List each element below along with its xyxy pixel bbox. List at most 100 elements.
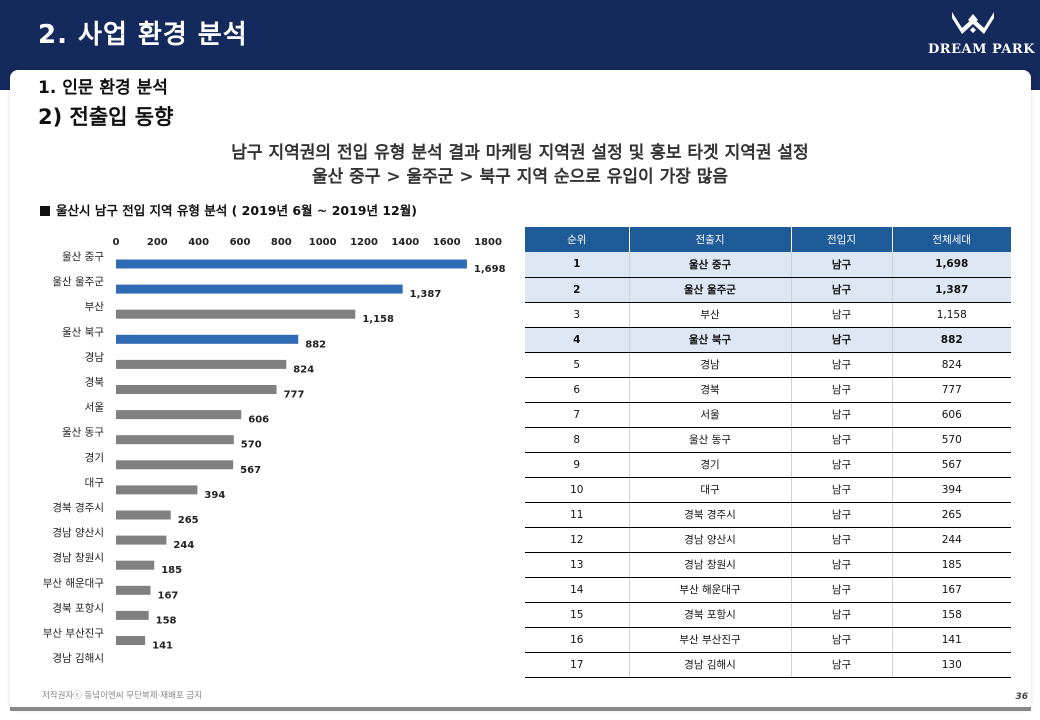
category-label: 경북 (85, 376, 105, 389)
table-row: 8 울산 동구 남구 570 (525, 427, 1011, 453)
cell-from: 부산 부산진구 (629, 627, 792, 653)
ranking-table: 순위 전출지 전입지 전체세대 1 울산 중구 남구 1,698 2 울산 울주군 남구 1,… (525, 227, 1011, 678)
cell-from: 경남 김해시 (629, 652, 792, 678)
cell-rank: 1 (525, 252, 630, 278)
x-tick-label: 1000 (309, 237, 337, 248)
category-label: 서울 (85, 402, 105, 414)
bar (116, 636, 146, 645)
cell-to: 남구 (791, 352, 893, 378)
cell-to: 남구 (791, 427, 893, 453)
value-label: 141 (152, 641, 173, 652)
table-row: 16 부산 부산진구 남구 141 (525, 627, 1011, 653)
cell-to: 남구 (791, 602, 893, 628)
table-row: 10 대구 남구 394 (525, 477, 1011, 503)
table-row: 4 울산 북구 남구 882 (525, 327, 1011, 353)
category-label: 울산 동구 (62, 427, 104, 439)
category-label: 울산 울주군 (52, 276, 104, 288)
category-label: 울산 중구 (62, 251, 104, 263)
cell-rank: 15 (525, 602, 630, 628)
value-label: 158 (156, 615, 177, 626)
category-label: 경남 창원시 (52, 551, 104, 564)
header-from: 전출지 (629, 227, 792, 252)
value-label: 1,698 (474, 264, 506, 275)
value-label: 1,387 (410, 289, 442, 300)
cell-rank: 5 (525, 352, 630, 378)
cell-rank: 12 (525, 527, 630, 553)
bar (116, 460, 234, 470)
cell-count: 1,387 (892, 277, 1011, 303)
cell-from: 경북 포항시 (629, 602, 792, 628)
dream-park-logo: DREAM PARK (928, 8, 1036, 68)
value-label: 1,158 (362, 314, 394, 325)
cell-to: 남구 (791, 327, 893, 353)
summary-line-2: 울산 중구 > 울주군 > 북구 지역 순으로 유입이 가장 많음 (311, 167, 729, 187)
cell-count: 1,158 (892, 302, 1011, 328)
category-label: 경북 포항시 (52, 601, 104, 614)
cell-count: 606 (892, 402, 1011, 428)
category-label: 경남 양산시 (52, 526, 104, 539)
chart-caption: 울산시 남구 전입 지역 유형 분석 ( 2019년 6월 ~ 2019년 12… (40, 200, 417, 219)
cell-from: 경북 (629, 377, 792, 403)
cell-rank: 10 (525, 477, 630, 503)
summary-line-1: 남구 지역권의 전입 유형 분석 결과 마케팅 지역권 설정 및 홍보 타겟 지… (231, 143, 809, 163)
cell-rank: 16 (525, 627, 630, 653)
table-row: 6 경북 남구 777 (525, 377, 1011, 403)
cell-rank: 3 (525, 302, 630, 328)
bar (116, 560, 155, 570)
bar (116, 435, 234, 445)
header-rank: 순위 (525, 227, 630, 252)
page-number: 36 (1015, 692, 1028, 702)
copyright-notice: 저작권자ⓒ 동녘이엔씨 무단복제·재배포 금지 (42, 691, 203, 701)
bar (116, 385, 277, 394)
cell-count: 394 (892, 477, 1011, 503)
category-label: 대구 (85, 477, 105, 489)
cell-count: 824 (892, 352, 1011, 378)
cell-rank: 6 (525, 377, 630, 403)
cell-count: 265 (892, 502, 1011, 528)
cell-to: 남구 (791, 377, 893, 403)
x-tick-label: 400 (188, 237, 209, 248)
sub-title: 2) 전출입 동향 (38, 105, 174, 129)
table-row: 14 부산 해운대구 남구 167 (525, 577, 1011, 603)
cell-from: 부산 (629, 302, 792, 328)
cell-rank: 14 (525, 577, 630, 603)
bar (116, 610, 149, 620)
cell-from: 울산 중구 (629, 252, 792, 278)
logo-text: DREAM PARK (928, 42, 1036, 57)
table-row: 12 경남 양산시 남구 244 (525, 527, 1011, 553)
cell-from: 경남 (629, 352, 792, 378)
cell-from: 경북 경주시 (629, 502, 792, 528)
cell-rank: 2 (525, 277, 630, 303)
cell-count: 167 (892, 577, 1011, 603)
cell-to: 남구 (791, 527, 893, 553)
category-label: 부산 (85, 301, 105, 313)
x-tick-label: 1400 (391, 237, 419, 248)
bar-chart: 0 200 400 600 800 1000 1200 1400 1600 1800 울산 중구 1,… (43, 237, 506, 665)
bar (116, 485, 198, 495)
cell-count: 570 (892, 427, 1011, 453)
x-tick-label: 0 (113, 237, 120, 248)
cell-from: 울산 울주군 (629, 277, 792, 303)
header-count: 전체세대 (892, 227, 1011, 252)
bar (116, 410, 242, 420)
value-label: 185 (161, 565, 182, 576)
value-label: 777 (284, 390, 305, 401)
value-label: 244 (173, 540, 194, 551)
cell-to: 남구 (791, 452, 893, 478)
table-header-row: 순위 전출지 전입지 전체세대 (525, 227, 1011, 252)
table-row: 1 울산 중구 남구 1,698 (525, 252, 1011, 278)
bar (116, 259, 467, 269)
category-label: 경기 (85, 451, 104, 464)
table-row: 7 서울 남구 606 (525, 402, 1011, 428)
table-row: 11 경북 경주시 남구 265 (525, 502, 1011, 528)
value-label: 265 (178, 515, 199, 526)
value-label: 882 (305, 339, 326, 350)
cell-count: 244 (892, 527, 1011, 553)
cell-to: 남구 (791, 477, 893, 503)
bar (116, 334, 299, 344)
x-tick-label: 200 (147, 237, 168, 248)
table-row: 9 경기 남구 567 (525, 452, 1011, 478)
table-row: 2 울산 울주군 남구 1,387 (525, 277, 1011, 303)
chart-caption-text: 울산시 남구 전입 지역 유형 분석 ( 2019년 6월 ~ 2019년 12… (56, 203, 417, 218)
cell-count: 185 (892, 552, 1011, 578)
